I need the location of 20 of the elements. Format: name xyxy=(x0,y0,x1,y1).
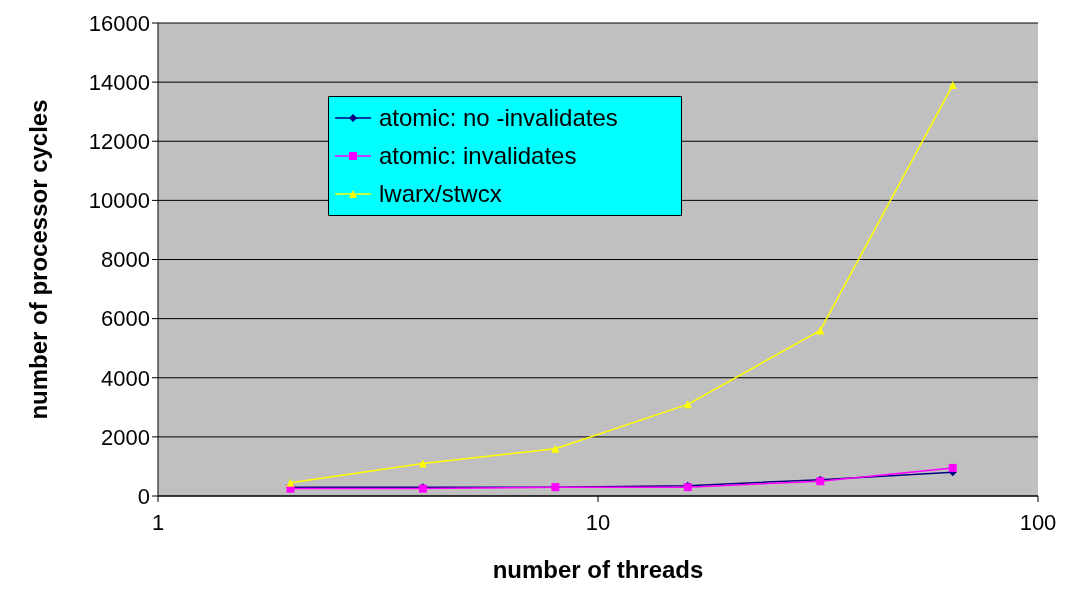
legend-label: atomic: no -invalidates xyxy=(378,103,619,133)
y-tick-label: 8000 xyxy=(101,247,150,273)
x-tick-label: 1 xyxy=(151,509,165,535)
point xyxy=(948,463,957,472)
legend-label: atomic: invalidates xyxy=(378,141,578,171)
x-axis-title: number of threads xyxy=(492,556,704,583)
y-tick-label: 14000 xyxy=(88,69,150,95)
x-tick-label: 10 xyxy=(585,509,611,535)
y-tick-label: 12000 xyxy=(88,129,150,155)
y-tick-label: 2000 xyxy=(101,424,150,450)
x-tick-label: 100 xyxy=(1019,509,1057,535)
legend-label: lwarx/stwcx xyxy=(378,179,503,209)
y-axis-title: number of processor cycles xyxy=(24,99,52,420)
y-tick-label: 0 xyxy=(137,483,150,509)
y-tick-label: 6000 xyxy=(101,306,150,332)
y-tick-label: 16000 xyxy=(88,10,150,36)
point xyxy=(286,478,295,487)
point xyxy=(551,444,560,453)
y-tick-label: 10000 xyxy=(88,188,150,214)
y-tick-label: 4000 xyxy=(101,365,150,391)
